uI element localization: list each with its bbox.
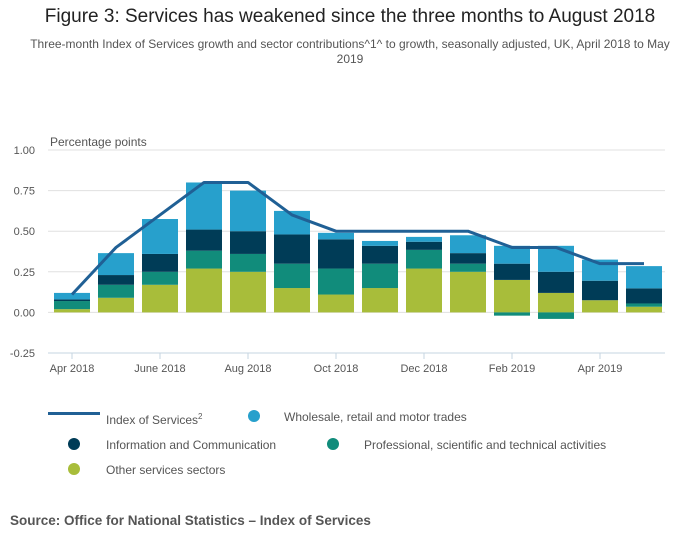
bar-segment-other [98, 297, 134, 313]
circle-swatch-icon [68, 463, 80, 475]
line-swatch-icon [48, 412, 100, 415]
circle-swatch-icon [248, 410, 260, 422]
bar-segment-professional [54, 301, 90, 310]
bar-segment-wholesale [450, 235, 486, 254]
bar-segment-information [362, 245, 398, 264]
bar-segment-information [142, 253, 178, 272]
bar-segment-other [274, 288, 310, 313]
bar-segment-other [230, 271, 266, 313]
legend-label-wholesale: Wholesale, retail and motor trades [284, 410, 467, 424]
legend-item-wholesale [248, 410, 260, 422]
bar-segment-other [142, 284, 178, 313]
x-tick-label: Apr 2019 [578, 363, 623, 375]
circle-swatch-icon [68, 438, 80, 450]
y-tick-label: 0.00 [14, 307, 35, 319]
bar-segment-professional [142, 271, 178, 285]
bar-segment-other [54, 309, 90, 313]
bar-segment-information [274, 234, 310, 264]
chart-plot: Percentage points 1.00 0.75 0.50 0.25 0.00 -0… [10, 135, 665, 375]
bar-segment-other [450, 271, 486, 313]
bar-segment-other [538, 292, 574, 313]
bar-segment-information [494, 263, 530, 280]
bar-segment-professional [186, 250, 222, 269]
bar-segment-professional [318, 268, 354, 295]
legend-label-index: Index of Services2 [106, 412, 203, 427]
y-tick-label: 0.50 [14, 226, 35, 238]
chart-subtitle: Three-month Index of Services growth and… [30, 37, 670, 66]
x-tick-label: Apr 2018 [50, 363, 95, 375]
bars [54, 182, 662, 319]
bar-segment-professional [626, 303, 662, 307]
bar-segment-professional [230, 253, 266, 272]
bar-segment-other [582, 300, 618, 313]
x-tick-label: Aug 2018 [224, 363, 271, 375]
bar-segment-wholesale [494, 245, 530, 264]
x-tick-label: Oct 2018 [314, 363, 359, 375]
legend: Index of Services2 Wholesale, retail and… [0, 400, 700, 490]
bar-segment-information [450, 253, 486, 264]
legend-item-professional [327, 438, 339, 450]
bar-segment-professional [494, 312, 530, 316]
bar-segment-professional [98, 284, 134, 298]
y-axis-label: Percentage points [50, 135, 147, 149]
bar-segment-professional [538, 312, 574, 319]
x-tick-label: Feb 2019 [489, 363, 535, 375]
bar-segment-information [54, 299, 90, 302]
x-tick-label: June 2018 [134, 363, 185, 375]
legend-item-index [48, 412, 106, 415]
legend-item-other [68, 463, 80, 475]
bar-segment-information [582, 280, 618, 301]
bar-segment-professional [450, 263, 486, 272]
bar-segment-wholesale [538, 245, 574, 272]
bar-segment-other [318, 294, 354, 313]
bar-segment-wholesale [626, 266, 662, 289]
bar-segment-other [406, 268, 442, 313]
bar-segment-information [626, 288, 662, 304]
bar-segment-information [318, 239, 354, 269]
index-line-group [70, 180, 644, 296]
bar-segment-professional [362, 263, 398, 289]
y-axis-ticks: 1.00 0.75 0.50 0.25 0.00 -0.25 [10, 145, 35, 360]
bar-segment-wholesale [362, 240, 398, 246]
source-note: Source: Office for National Statistics –… [10, 513, 371, 528]
x-tick-label: Dec 2018 [400, 363, 447, 375]
circle-swatch-icon [327, 438, 339, 450]
x-axis: Apr 2018 June 2018 Aug 2018 Oct 2018 Dec 201… [48, 352, 665, 375]
legend-item-information [68, 438, 80, 450]
bar-segment-wholesale [406, 236, 442, 242]
footnote-superscript: 2 [198, 412, 203, 421]
bar-segment-wholesale [318, 232, 354, 240]
bar-segment-information [406, 241, 442, 250]
bar-segment-information [186, 229, 222, 251]
legend-index-text: Index of Services [106, 413, 199, 427]
y-tick-label: 0.75 [14, 186, 35, 198]
bar-segment-wholesale [54, 292, 90, 300]
y-tick-label: 1.00 [14, 145, 35, 157]
bar-segment-other [626, 306, 662, 313]
bar-segment-professional [274, 263, 310, 289]
bar-segment-professional [406, 249, 442, 269]
bar-segment-information [98, 275, 134, 285]
bar-segment-other [362, 288, 398, 313]
bar-segment-information [538, 271, 574, 293]
bar-segment-wholesale [98, 253, 134, 276]
index-of-services-line [70, 180, 644, 296]
bar-segment-information [230, 231, 266, 254]
chart-title: Figure 3: Services has weakened since th… [44, 6, 656, 27]
y-tick-label: 0.25 [14, 267, 35, 279]
legend-label-information: Information and Communication [106, 438, 277, 452]
legend-label-other: Other services sectors [106, 463, 226, 477]
legend-label-professional: Professional, scientific and technical a… [364, 438, 607, 452]
bar-segment-wholesale [186, 182, 222, 230]
bar-segment-wholesale [230, 190, 266, 232]
y-tick-label: -0.25 [10, 348, 35, 360]
bar-segment-other [494, 279, 530, 313]
bar-segment-other [186, 268, 222, 313]
